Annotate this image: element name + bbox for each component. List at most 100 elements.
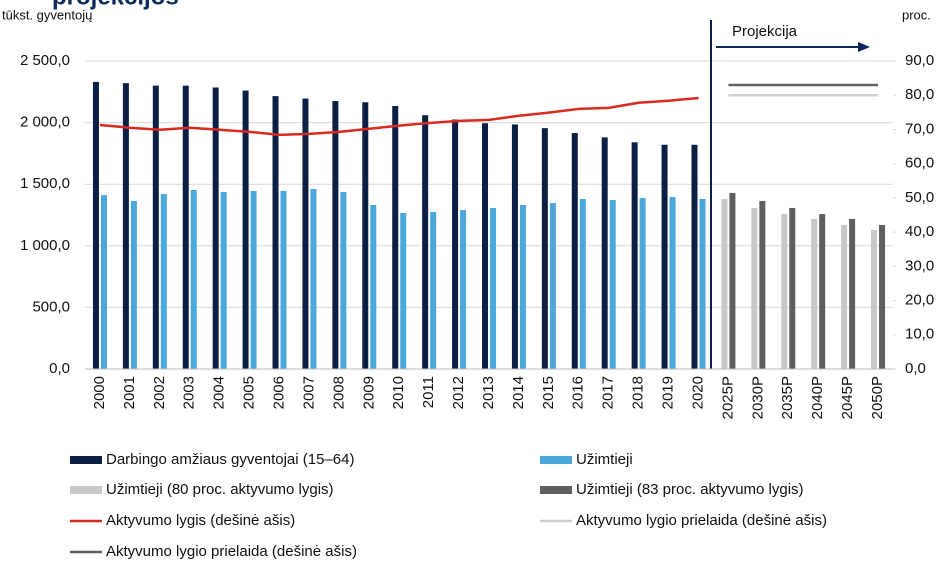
x-tick-label: 2004 — [211, 376, 228, 409]
bar — [422, 115, 429, 369]
bar — [601, 137, 608, 369]
bar — [691, 144, 698, 369]
bar — [871, 230, 878, 369]
x-tick-label: 2035P — [779, 376, 796, 419]
bar — [220, 191, 227, 369]
bar — [631, 142, 638, 369]
bar — [340, 191, 347, 369]
legend-marker — [70, 486, 102, 494]
legend-label: Aktyvumo lygio prielaida (dešinė ašis) — [576, 512, 827, 529]
bar — [190, 189, 197, 369]
legend-label: Aktyvumo lygio prielaida (dešinė ašis) — [106, 543, 357, 560]
annotation: Projekcija — [732, 23, 798, 40]
x-tick-label: 2016 — [570, 376, 587, 409]
bar — [182, 85, 189, 369]
x-tick-label: 2006 — [270, 376, 287, 409]
line — [99, 96, 699, 137]
y-axis-label: tūkst. gyventojų — [2, 7, 92, 22]
y2-tick-label: 30,0 — [905, 257, 934, 274]
y2-axis-label: proc. — [902, 7, 931, 22]
bar — [122, 83, 129, 370]
y-tick-label: 2 000,0 — [20, 114, 70, 131]
bar — [549, 203, 556, 369]
bar — [639, 197, 646, 369]
x-tick-label: 2005 — [241, 376, 258, 409]
bar — [669, 197, 676, 369]
legend-label: Darbingo amžiaus gyventojai (15–64) — [106, 451, 354, 468]
bar — [100, 195, 107, 369]
x-tick-label: 2019 — [660, 376, 677, 409]
bar — [609, 199, 616, 369]
chart-title: projekcijos — [52, 0, 179, 10]
x-tick-label: 2020 — [689, 376, 706, 409]
bar — [482, 123, 488, 369]
y-tick-label: 1 500,0 — [20, 175, 70, 192]
x-tick-label: 2025P — [719, 376, 736, 419]
x-tick-label: 2003 — [181, 376, 198, 409]
x-tick-label: 2001 — [121, 376, 138, 409]
bar — [250, 190, 257, 369]
bar — [849, 218, 856, 369]
x-tick-label: 2014 — [510, 376, 527, 409]
x-tick-label: 2012 — [450, 376, 467, 409]
bar — [130, 200, 137, 369]
bar — [92, 81, 99, 369]
y2-tick-label: 50,0 — [905, 189, 934, 206]
x-tick-label: 2030P — [749, 376, 766, 419]
y2-tick-label: 80,0 — [905, 86, 934, 103]
legend-label: Užimtieji (80 proc. aktyvumo lygis) — [106, 481, 334, 498]
x-tick-label: 2015 — [540, 376, 557, 409]
x-tick-label: 2018 — [630, 376, 647, 409]
bar — [781, 214, 788, 369]
bar — [452, 119, 459, 370]
y2-tick-label: 40,0 — [905, 223, 934, 240]
bar — [400, 213, 407, 369]
x-tick-label: 2011 — [420, 376, 437, 408]
bar — [759, 200, 766, 369]
bar — [332, 101, 339, 369]
bar — [490, 207, 496, 369]
bar — [152, 85, 159, 369]
bar — [242, 90, 249, 370]
bar — [819, 214, 826, 369]
bar — [661, 144, 668, 369]
bar — [511, 124, 518, 369]
legend-label: Užimtieji (83 proc. aktyvumo lygis) — [576, 481, 804, 498]
x-tick-label: 2040P — [809, 376, 826, 419]
y2-tick-label: 20,0 — [905, 292, 934, 309]
bar — [362, 102, 369, 369]
bar — [160, 194, 167, 369]
bar — [571, 133, 578, 369]
bar — [302, 98, 309, 370]
x-tick-label: 2045P — [839, 376, 856, 419]
grid — [85, 60, 893, 370]
bar — [541, 128, 548, 369]
x-tick-label: 2013 — [480, 376, 497, 409]
y-tick-label: 2 500,0 — [20, 52, 70, 69]
bar — [841, 224, 848, 369]
y-tick-label: 1 000,0 — [20, 237, 70, 254]
bar — [272, 96, 279, 369]
y2-tick-label: 0,0 — [905, 360, 926, 377]
x-tick-label: 2009 — [360, 376, 377, 409]
bar — [310, 189, 317, 369]
x-tick-label: 2010 — [390, 376, 407, 409]
bar — [721, 198, 728, 369]
x-tick-label: 2017 — [600, 376, 617, 409]
y-tick-label: 500,0 — [32, 298, 70, 315]
bar — [519, 205, 526, 369]
bar — [579, 198, 586, 369]
bar — [430, 212, 437, 369]
projection-arrowhead — [858, 42, 870, 52]
legend-marker — [540, 456, 572, 464]
bar — [729, 192, 736, 369]
bar — [789, 207, 796, 369]
bar — [212, 87, 219, 369]
bar — [392, 105, 399, 369]
bar — [370, 205, 377, 369]
bar — [460, 210, 467, 369]
legend-label: Užimtieji — [576, 451, 633, 468]
y2-tick-label: 70,0 — [905, 120, 934, 137]
x-tick-label: 2008 — [330, 376, 347, 409]
